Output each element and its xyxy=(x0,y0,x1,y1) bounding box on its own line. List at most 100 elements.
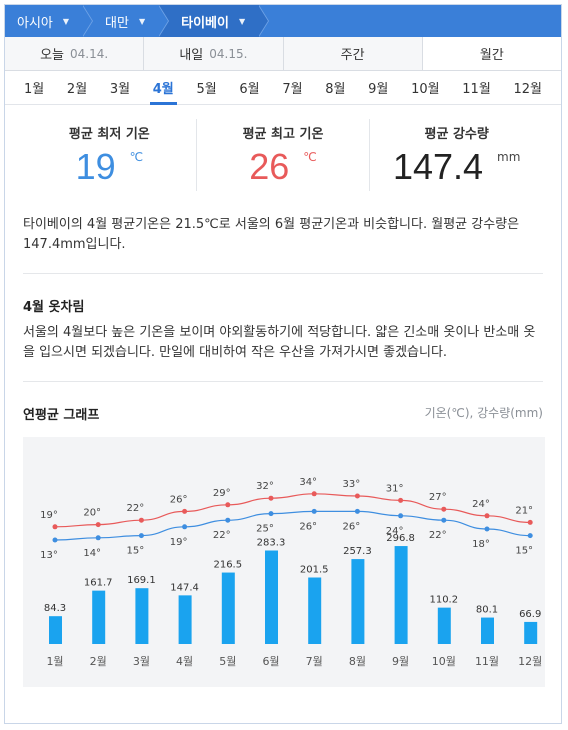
month-tab-1[interactable]: 1월 xyxy=(24,82,45,97)
rain-bar xyxy=(437,607,451,644)
min-temp-point xyxy=(441,517,447,523)
rain-bar-label: 169.1 xyxy=(127,575,156,586)
breadcrumb-taiwan[interactable]: 대만 ▼ xyxy=(83,5,170,37)
rain-bar xyxy=(308,577,322,644)
month-tab-5[interactable]: 5월 xyxy=(196,82,217,97)
month-tab-2[interactable]: 2월 xyxy=(66,82,88,97)
rain-bar xyxy=(394,546,408,644)
rain-bar-label: 216.5 xyxy=(213,560,242,571)
month-tab-6[interactable]: 6월 xyxy=(239,82,260,97)
max-temp-point xyxy=(268,495,274,501)
tab-label: 내일 xyxy=(179,48,204,63)
month-axis-label: 4월 xyxy=(176,655,193,668)
month-tab-3[interactable]: 3월 xyxy=(109,82,131,97)
breadcrumb: 아시아 ▼ 대만 ▼ 타이베이 ▼ xyxy=(5,5,561,37)
rain-bar xyxy=(49,616,62,644)
stat-rainfall: 평균 강수량 147.4 mm xyxy=(369,119,543,191)
max-temp-label: 22° xyxy=(127,503,145,514)
caret-down-icon: ▼ xyxy=(138,16,146,26)
stats-row: 평균 최저 기온 19 ℃ 평균 최고 기온 26 ℃ 평균 강수량 147.4… xyxy=(23,119,543,191)
max-temp-point xyxy=(527,519,533,525)
month-tab-11[interactable]: 11월 xyxy=(462,82,491,97)
min-temp-label: 22° xyxy=(213,530,231,541)
rain-bar-label: 296.8 xyxy=(386,533,415,544)
min-temp-point xyxy=(398,513,404,519)
rain-bar xyxy=(265,550,278,644)
tab-date: 04.15. xyxy=(209,46,248,61)
stat-unit: ℃ xyxy=(303,150,317,164)
breadcrumb-label: 아시아 xyxy=(17,15,53,31)
max-temp-point xyxy=(52,524,58,530)
max-temp-label: 33° xyxy=(343,479,361,490)
min-temp-label: 15° xyxy=(127,546,145,557)
min-temp-label: 24° xyxy=(386,526,404,537)
tab-label: 오늘 xyxy=(40,48,64,63)
breadcrumb-label: 타이베이 xyxy=(181,15,229,31)
min-temp-label: 26° xyxy=(343,521,361,532)
tab-today[interactable]: 오늘 04.14. xyxy=(5,37,145,70)
max-temp-point xyxy=(95,522,101,528)
max-temp-point xyxy=(354,493,360,499)
min-temp-label: 15° xyxy=(515,546,533,557)
min-temp-point xyxy=(225,517,231,523)
min-temp-point xyxy=(182,524,188,530)
stat-max-temp: 평균 최고 기온 26 ℃ xyxy=(195,119,370,191)
min-temp-point xyxy=(527,533,533,539)
min-temp-point xyxy=(95,535,101,541)
month-axis-label: 12월 xyxy=(518,655,542,668)
month-tab-7[interactable]: 7월 xyxy=(282,82,303,97)
rain-bar xyxy=(178,595,192,644)
month-axis-label: 5월 xyxy=(219,655,236,668)
month-axis-label: 1월 xyxy=(46,655,63,668)
rain-bar-label: 147.4 xyxy=(170,582,199,593)
rain-bar xyxy=(135,588,149,644)
min-temp-label: 25° xyxy=(256,524,274,535)
month-tab-4[interactable]: 4월 xyxy=(144,71,183,105)
month-axis-label: 7월 xyxy=(306,655,323,668)
weather-widget: 아시아 ▼ 대만 ▼ 타이베이 ▼ 오늘 04.14. 내일 04.15. 주간… xyxy=(4,4,562,724)
graph-title: 연평균 그래프 xyxy=(23,408,100,423)
rain-bar-label: 257.3 xyxy=(343,546,372,557)
clothing-text: 서울의 4월보다 높은 기온을 보이며 야외활동하기에 적당합니다. 얇은 긴소… xyxy=(23,325,536,360)
caret-down-icon: ▼ xyxy=(62,16,70,26)
min-temp-point xyxy=(268,511,274,517)
min-temp-point xyxy=(354,508,360,514)
stat-value: 147.4 xyxy=(392,146,484,187)
min-temp-label: 22° xyxy=(429,530,447,541)
rain-bar-label: 84.3 xyxy=(44,603,66,614)
rain-bar xyxy=(221,572,235,644)
max-temp-label: 24° xyxy=(472,499,490,510)
stat-label: 평균 최저 기온 xyxy=(68,127,150,142)
month-tab-12[interactable]: 12월 xyxy=(513,82,542,97)
max-temp-point xyxy=(398,497,404,503)
max-temp-label: 27° xyxy=(429,492,447,503)
min-temp-label: 14° xyxy=(83,548,101,559)
month-tab-10[interactable]: 10월 xyxy=(411,82,440,97)
min-temp-label: 18° xyxy=(472,539,490,550)
max-temp-label: 29° xyxy=(213,488,231,499)
rain-bar-label: 80.1 xyxy=(476,605,498,616)
stat-min-temp: 평균 최저 기온 19 ℃ xyxy=(23,119,196,191)
month-tab-8[interactable]: 8월 xyxy=(325,82,346,97)
breadcrumb-label: 대만 xyxy=(105,15,129,31)
stat-label: 평균 최고 기온 xyxy=(242,127,324,142)
max-temp-point xyxy=(138,517,144,523)
annual-chart: 19° 13° 84.3 1월 20° 14° 161.7 2월 22° 15° 169.1 3월 26… xyxy=(23,437,545,687)
tab-tomorrow[interactable]: 내일 04.15. xyxy=(144,37,284,70)
max-temp-point xyxy=(182,508,188,514)
rain-bar-label: 201.5 xyxy=(300,565,329,576)
month-tab-9[interactable]: 9월 xyxy=(368,82,389,97)
divider xyxy=(23,381,543,382)
breadcrumb-taipei[interactable]: 타이베이 ▼ xyxy=(159,5,270,37)
min-temp-label: 13° xyxy=(40,550,58,561)
summary-text: 타이베이의 4월 평균기온은 21.5℃로 서울의 6월 평균기온과 비슷합니다… xyxy=(23,217,520,252)
max-temp-label: 19° xyxy=(40,510,58,521)
tab-weekly[interactable]: 주간 xyxy=(283,37,423,70)
breadcrumb-asia[interactable]: 아시아 ▼ xyxy=(5,5,94,37)
min-temp-point xyxy=(52,537,58,543)
caret-down-icon: ▼ xyxy=(238,16,246,26)
tab-monthly[interactable]: 월간 xyxy=(422,37,561,70)
max-temp-label: 20° xyxy=(83,508,101,519)
stat-label: 평균 강수량 xyxy=(424,127,489,142)
chevron-right-icon xyxy=(82,5,94,37)
